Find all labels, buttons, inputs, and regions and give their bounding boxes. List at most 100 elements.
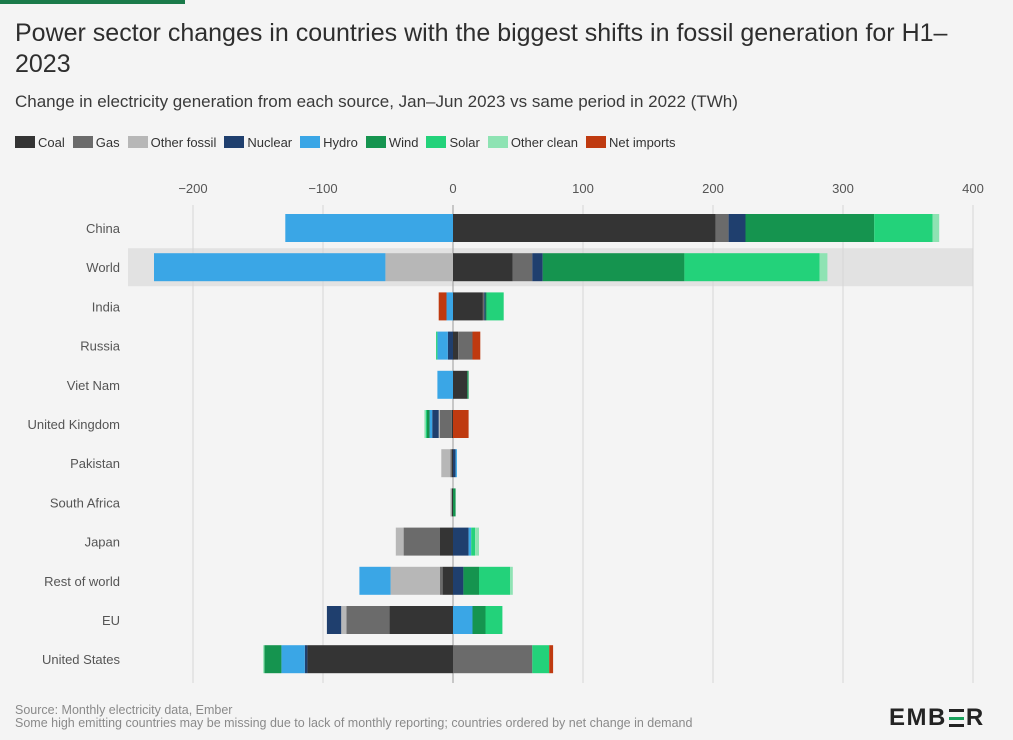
legend-label: Other fossil: [150, 134, 217, 150]
bar-wind: [485, 292, 487, 321]
bar-other-clean: [819, 253, 828, 282]
x-tick-label: −200: [178, 181, 207, 196]
legend-item-hydro: Hydro: [300, 135, 358, 150]
category-label: China: [86, 221, 121, 236]
bar-hydro: [437, 370, 453, 399]
bar-other-fossil: [438, 410, 440, 438]
bar-nuclear: [484, 292, 486, 321]
bar-solar: [874, 214, 933, 242]
bar-net-imports: [453, 410, 469, 438]
source-note: Source: Monthly electricity data, Ember: [15, 703, 233, 717]
bar-coal: [453, 331, 459, 360]
bar-hydro: [285, 214, 453, 242]
bar-hydro: [429, 410, 433, 438]
bar-nuclear: [453, 566, 464, 595]
bar-hydro: [437, 331, 448, 360]
bar-gas: [715, 214, 729, 242]
bar-gas: [453, 645, 533, 674]
bar-gas: [403, 527, 440, 556]
bar-other-clean: [263, 645, 265, 674]
category-label: United States: [42, 652, 121, 667]
legend: Coal Gas Other fossil Nuclear Hydro Wind Solar…: [15, 133, 683, 151]
category-label: Rest of world: [44, 574, 120, 589]
bar-hydro: [281, 645, 305, 674]
bar-hydro: [446, 292, 453, 321]
chart-subtitle: Change in electricity generation from ea…: [15, 92, 738, 111]
category-label: Russia: [80, 339, 121, 354]
bar-wind: [542, 253, 685, 282]
legend-item-nuclear: Nuclear: [224, 135, 292, 150]
category-label: South Africa: [50, 495, 121, 510]
bar-coal: [451, 488, 453, 517]
legend-swatch: [365, 136, 386, 148]
bar-solar: [436, 331, 438, 360]
bar-coal: [440, 527, 453, 556]
legend-swatch: [300, 136, 321, 148]
bar-nuclear: [532, 253, 543, 282]
category-label: Pakistan: [70, 456, 120, 471]
bar-net-imports: [549, 645, 554, 674]
bar-wind: [427, 410, 430, 438]
caveat-note: Some high emitting countries may be miss…: [15, 716, 693, 730]
bar-wind: [472, 606, 486, 634]
legend-item-solar: Solar: [426, 134, 480, 150]
bar-solar: [684, 253, 820, 282]
bar-coal: [453, 214, 716, 242]
bar-wind: [463, 566, 479, 595]
bar-nuclear: [728, 214, 746, 242]
logo-text-right: R: [965, 704, 985, 731]
legend-label: Gas: [95, 134, 120, 150]
footer: Source: Monthly electricity data, Ember …: [15, 704, 692, 730]
legend-label: Nuclear: [247, 134, 293, 150]
category-label: World: [86, 260, 120, 275]
bar-nuclear: [453, 527, 469, 556]
legend-item-net-imports: Net imports: [586, 135, 675, 150]
bar-other-fossil: [385, 253, 453, 282]
x-tick-label: −100: [308, 181, 337, 196]
legend-swatch: [586, 136, 607, 148]
bar-nuclear: [326, 606, 342, 634]
bar-other-fossil: [341, 606, 347, 634]
logo-e-mark-icon: [948, 709, 964, 727]
bar-nuclear: [447, 331, 453, 360]
bar-hydro: [359, 566, 391, 595]
category-label: Viet Nam: [67, 378, 120, 393]
legend-item-coal: Coal: [15, 135, 65, 150]
bar-solar: [471, 527, 476, 556]
legend-label: Coal: [38, 134, 65, 150]
x-tick-label: 100: [572, 181, 594, 196]
bar-hydro: [154, 253, 386, 282]
legend-swatch: [426, 136, 447, 148]
x-tick-label: 0: [449, 181, 456, 196]
category-label: Japan: [85, 535, 120, 550]
legend-swatch: [15, 136, 35, 148]
bar-gas: [458, 331, 473, 360]
chart-title: Power sector changes in countries with t…: [15, 19, 948, 78]
bar-coal: [453, 253, 513, 282]
legend-label: Solar: [449, 134, 480, 150]
bar-wind: [467, 370, 469, 399]
bar-wind: [453, 488, 456, 517]
category-label: India: [92, 299, 121, 314]
bar-gas: [512, 253, 533, 282]
bar-gas: [450, 449, 452, 478]
accent-bar: [0, 0, 185, 4]
bar-other-clean: [932, 214, 940, 242]
bar-net-imports: [438, 292, 447, 321]
bar-solar: [486, 292, 504, 321]
bar-gas: [346, 606, 390, 634]
bar-hydro: [453, 606, 473, 634]
logo-text-left: EMB: [889, 704, 947, 731]
bar-nuclear: [453, 449, 456, 478]
bar-other-fossil: [395, 527, 404, 556]
bar-gas: [440, 410, 452, 438]
legend-label: Other clean: [510, 134, 579, 150]
bar-solar: [425, 410, 427, 438]
legend-item-wind: Wind: [365, 135, 418, 150]
x-tick-label: 400: [962, 181, 984, 196]
bar-other-clean: [475, 527, 479, 556]
bar-coal: [389, 606, 453, 634]
bar-coal: [451, 410, 453, 438]
legend-item-other-clean: Other clean: [487, 134, 579, 150]
